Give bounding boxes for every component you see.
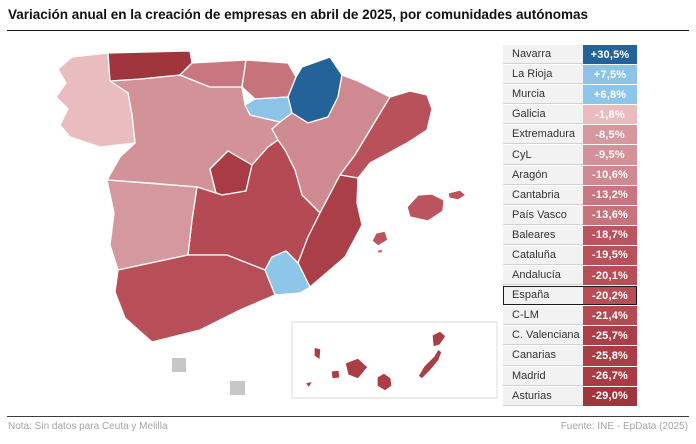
value-badge: -19,5%	[583, 245, 637, 266]
region-label: Cantabria	[503, 185, 583, 205]
table-row: Baleares -18,7%	[503, 225, 637, 245]
region-label: CyL	[503, 145, 583, 165]
region-label: Aragón	[503, 165, 583, 185]
footer-divider	[7, 416, 689, 417]
table-row: C. Valenciana -25,7%	[503, 326, 637, 346]
map-ceuta-square	[172, 358, 186, 372]
value-badge: -8,5%	[583, 125, 637, 145]
value-badge: -21,4%	[583, 306, 637, 326]
region-label: Canarias	[503, 346, 583, 366]
table-row: País Vasco -13,6%	[503, 205, 637, 225]
value-badge: -18,7%	[583, 225, 637, 245]
map-region-valenciana[interactable]	[297, 174, 363, 288]
canary-inset-box	[291, 321, 498, 399]
table-row: Aragón -10,6%	[503, 165, 637, 185]
map-region-paisvasco[interactable]	[241, 59, 297, 100]
table-row: España -20,2%	[503, 286, 637, 306]
value-badge: -1,8%	[583, 105, 637, 125]
table-row: Canarias -25,8%	[503, 346, 637, 366]
map-region-canarias-grancanaria[interactable]	[376, 372, 393, 392]
value-badge: +7,5%	[583, 65, 637, 85]
table-row: Cataluña -19,5%	[503, 245, 637, 266]
region-label: Navarra	[503, 45, 583, 65]
value-badge: -10,6%	[583, 165, 637, 185]
map-region-canarias-lanzarote[interactable]	[431, 330, 447, 348]
map-region-baleares-mallorca[interactable]	[406, 193, 445, 222]
region-label: Andalucía	[503, 266, 583, 286]
region-label: Murcia	[503, 85, 583, 105]
region-label: España	[503, 286, 583, 306]
map-region-canarias-gomera[interactable]	[330, 369, 341, 380]
table-row: CyL -9,5%	[503, 145, 637, 165]
table-row: Madrid -26,7%	[503, 366, 637, 386]
table-row: Extremadura -8,5%	[503, 125, 637, 145]
map-region-andalucia[interactable]	[114, 254, 276, 343]
value-badge: -20,1%	[583, 266, 637, 286]
value-badge: -20,2%	[583, 286, 637, 306]
ranking-list: Navarra +30,5% La Rioja +7,5% Murcia +6,8% Gal…	[503, 45, 637, 407]
value-badge: +30,5%	[583, 45, 637, 65]
value-badge: -13,6%	[583, 205, 637, 225]
table-row: Andalucía -20,1%	[503, 266, 637, 286]
map-region-cataluna[interactable]	[339, 90, 433, 179]
region-label: País Vasco	[503, 205, 583, 225]
table-row: Asturias -29,0%	[503, 386, 637, 406]
value-badge: -25,8%	[583, 346, 637, 366]
source-credit: Fuente: INE - EpData (2025)	[560, 421, 688, 432]
region-label: Baleares	[503, 225, 583, 245]
region-label: Asturias	[503, 386, 583, 406]
map-region-canarias-fuerteventura[interactable]	[417, 348, 443, 380]
value-badge: -25,7%	[583, 326, 637, 346]
value-badge: +6,8%	[583, 85, 637, 105]
table-row: La Rioja +7,5%	[503, 65, 637, 85]
footnote: Nota: Sin datos para Ceuta y Melilla	[8, 421, 168, 432]
map-region-canarias-tenerife[interactable]	[344, 357, 369, 380]
map-melilla-square	[230, 381, 245, 395]
region-label: Extremadura	[503, 125, 583, 145]
region-label: Cataluña	[503, 245, 583, 266]
value-badge: -9,5%	[583, 145, 637, 165]
table-row: Murcia +6,8%	[503, 85, 637, 105]
region-label: C-LM	[503, 306, 583, 326]
region-label: La Rioja	[503, 65, 583, 85]
map-region-baleares-ibiza[interactable]	[371, 230, 389, 247]
table-row: Navarra +30,5%	[503, 45, 637, 65]
table-row: Cantabria -13,2%	[503, 185, 637, 205]
table-row: Galicia -1,8%	[503, 105, 637, 125]
value-badge: -13,2%	[583, 185, 637, 205]
map-region-baleares-formentera[interactable]	[376, 248, 384, 254]
title-underline	[7, 30, 689, 31]
map-region-galicia[interactable]	[55, 52, 136, 148]
map-region-canarias-hierro[interactable]	[304, 380, 314, 389]
map-region-canarias-lapalma[interactable]	[313, 346, 322, 361]
spain-choropleth-map	[40, 45, 500, 405]
value-badge: -26,7%	[583, 366, 637, 386]
page-title: Variación anual en la creación de empres…	[8, 7, 588, 22]
region-label: Madrid	[503, 366, 583, 386]
map-region-cantabria[interactable]	[179, 59, 247, 88]
map-region-baleares-menorca[interactable]	[447, 189, 467, 201]
region-label: Galicia	[503, 105, 583, 125]
table-row: C-LM -21,4%	[503, 306, 637, 326]
region-label: C. Valenciana	[503, 326, 583, 346]
value-badge: -29,0%	[583, 386, 637, 406]
